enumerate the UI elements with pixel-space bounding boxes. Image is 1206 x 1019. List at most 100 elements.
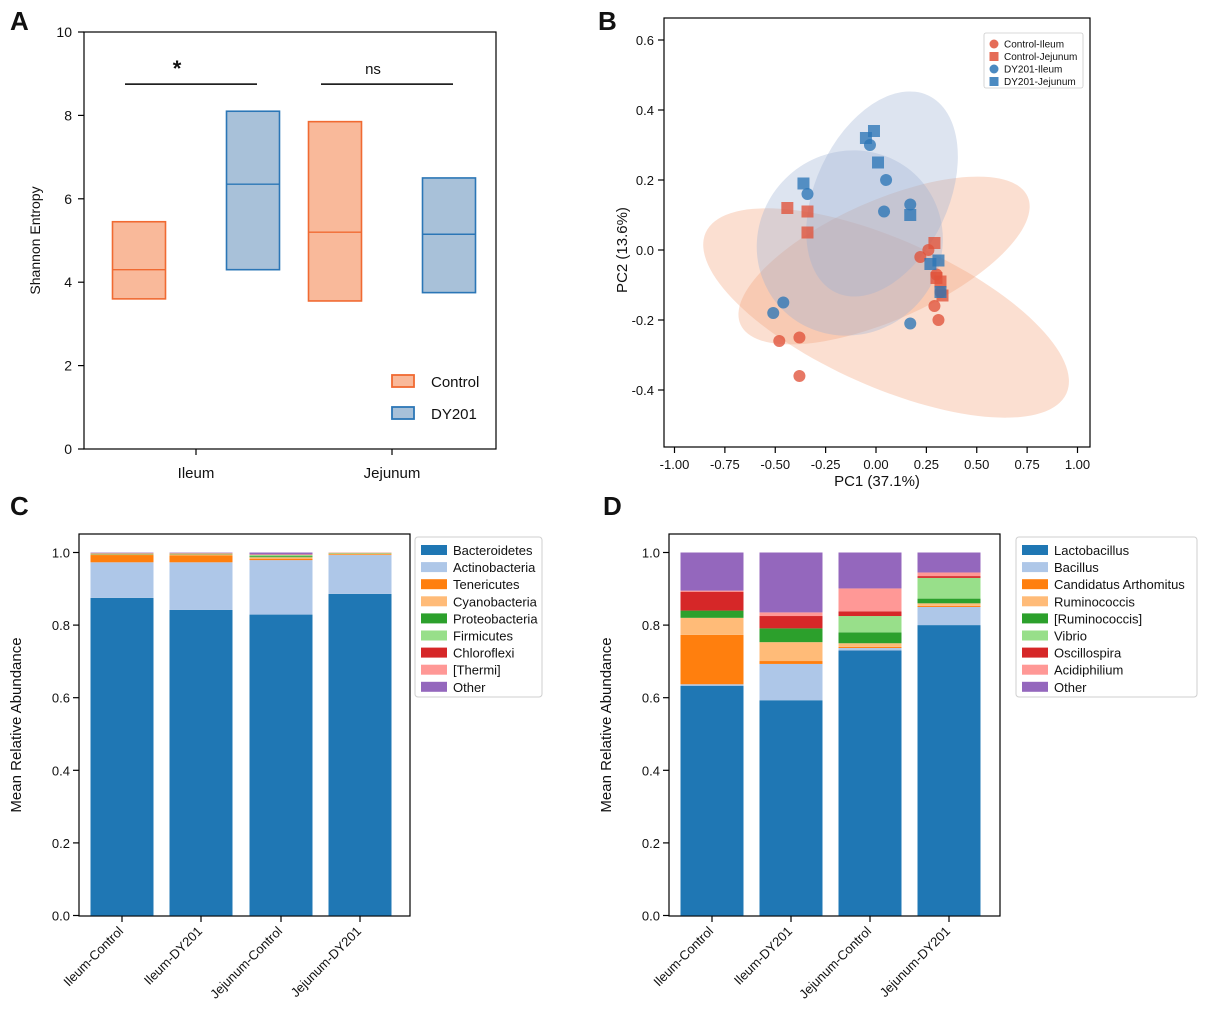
x-tick-label: Ileum-DY201	[731, 924, 795, 988]
legend-entry: Chloroflexi	[453, 646, 515, 661]
box-dy201-jejunum	[421, 177, 477, 294]
legend-entry: Control	[431, 374, 479, 391]
bar-segment-bacillus	[838, 647, 902, 651]
point-control-jejunum	[801, 226, 814, 239]
point-control-ileum	[773, 335, 786, 347]
point-dy201-jejunum	[797, 177, 810, 190]
panel-label-a: A	[10, 6, 29, 36]
y-tick-label: 0.0	[636, 243, 654, 258]
bar-segment-oscillospira	[838, 611, 902, 617]
bar-segment-actinobacteria	[328, 555, 392, 594]
bar-segment-candidatus-arthomitus	[838, 646, 902, 648]
bar-segment-tenericutes	[90, 555, 154, 563]
legend-swatch	[1022, 613, 1048, 624]
x-tick-label: Jejunum-DY201	[877, 924, 954, 1001]
legend-swatch	[421, 630, 447, 641]
x-tick-label: Jejunum	[364, 465, 421, 482]
x-tick-label: Ileum	[178, 465, 215, 482]
bar-segment--ruminococcis-	[680, 610, 744, 618]
panel-c-legend: Bacteroidetes Actinobacteria Tenericutes Cy…	[414, 536, 543, 698]
point-control-jejunum	[928, 237, 941, 249]
bar-segment-bacteroidetes	[90, 597, 154, 916]
legend-entry: Control-Ileum	[1004, 40, 1064, 51]
point-control-ileum	[928, 300, 941, 312]
bar-segment-oscillospira	[759, 616, 823, 629]
x-tick-label: 0.75	[1014, 457, 1039, 472]
legend-entry: Bacillus	[1054, 560, 1099, 575]
y-tick-label: 0.4	[52, 763, 70, 778]
legend-swatch	[1022, 579, 1048, 590]
bar-segment-ruminococcis	[759, 642, 823, 662]
panel-d-chart: 0.0 0.2 0.4 0.6 0.8 1.0 Mean Relative Abundanc…	[598, 533, 1198, 1002]
point-control-ileum	[793, 370, 806, 382]
legend-marker	[989, 39, 999, 49]
point-control-ileum	[932, 314, 945, 326]
box-control-jejunum	[307, 120, 363, 302]
legend-entry: Bacteroidetes	[453, 543, 533, 558]
panel-a-frame	[83, 31, 497, 450]
legend-swatch	[1022, 630, 1048, 641]
y-tick-label: 0.6	[636, 33, 654, 48]
point-dy201-ileum	[767, 307, 780, 319]
panel-label-c: C	[10, 491, 29, 521]
y-tick-label: 2	[64, 358, 72, 374]
legend-swatch	[1022, 647, 1048, 658]
bar-segment-candidatus-arthomitus	[759, 661, 823, 664]
legend-entry: Proteobacteria	[453, 611, 538, 626]
legend-entry: Control-Jejunum	[1004, 52, 1077, 63]
legend-entry: Actinobacteria	[453, 560, 536, 575]
legend-entry: DY201-Jejunum	[1004, 77, 1076, 88]
bar-segment-acidiphilium	[838, 588, 902, 612]
legend-swatch	[1022, 562, 1048, 573]
bar-segment-other	[917, 552, 981, 573]
y-tick-label: 0.6	[52, 691, 70, 706]
bar-segment-candidatus-arthomitus	[680, 634, 744, 685]
bar-segment-candidatus-arthomitus	[917, 605, 981, 607]
y-axis-label: PC2 (13.6%)	[614, 207, 631, 293]
legend-box	[983, 32, 1084, 89]
y-tick-label: 0.0	[52, 909, 70, 924]
x-tick-label: 0.50	[964, 457, 989, 472]
y-tick-label: 0.2	[636, 173, 654, 188]
legend-marker	[989, 52, 999, 61]
bar-segment-actinobacteria	[169, 562, 233, 610]
point-dy201-jejunum	[872, 156, 885, 169]
legend-swatch	[421, 664, 447, 675]
bar-segment-other	[838, 552, 902, 589]
confidence-ellipse-control-ileum	[703, 208, 1069, 418]
point-dy201-ileum	[904, 317, 917, 330]
x-tick-label: Ileum-DY201	[141, 924, 205, 988]
legend-entry: DY201	[431, 406, 477, 423]
bar-segment-tenericutes	[169, 555, 233, 563]
legend-swatch	[1022, 681, 1048, 692]
box-control-ileum	[111, 220, 167, 300]
legend-swatch	[421, 545, 447, 555]
point-dy201-jejunum	[867, 125, 880, 137]
y-tick-label: -0.4	[632, 383, 654, 398]
bar-segment-bacteroidetes	[169, 609, 233, 916]
y-tick-label: 8	[64, 107, 72, 123]
y-tick-label: 0.4	[636, 103, 654, 118]
point-control-ileum	[914, 251, 927, 263]
bar-segment-other	[759, 552, 823, 613]
bar-segment-proteobacteria	[249, 556, 313, 558]
y-tick-label: 0.0	[642, 909, 660, 924]
x-tick-label: 0.00	[863, 457, 888, 472]
legend-marker	[989, 77, 999, 86]
legend-box	[1015, 536, 1198, 698]
legend-entry: Oscillospira	[1054, 646, 1122, 661]
y-tick-label: 4	[64, 274, 72, 290]
y-tick-label: 0.2	[52, 836, 70, 851]
legend-entry: Candidatus Arthomitus	[1054, 577, 1185, 592]
point-control-jejunum	[801, 205, 814, 218]
panel-b-plot-area	[703, 91, 1069, 418]
y-tick-label: -0.2	[632, 313, 654, 328]
legend-swatch	[391, 374, 415, 388]
significance-label: ns	[365, 61, 381, 78]
box-dy201-ileum	[225, 110, 281, 271]
legend-swatch	[421, 562, 447, 573]
legend-entry: Firmicutes	[453, 629, 513, 644]
bar-segment-lactobacillus	[838, 650, 902, 916]
panel-d-legend: Lactobacillus Bacillus Candidatus Arthomit…	[1015, 536, 1198, 698]
